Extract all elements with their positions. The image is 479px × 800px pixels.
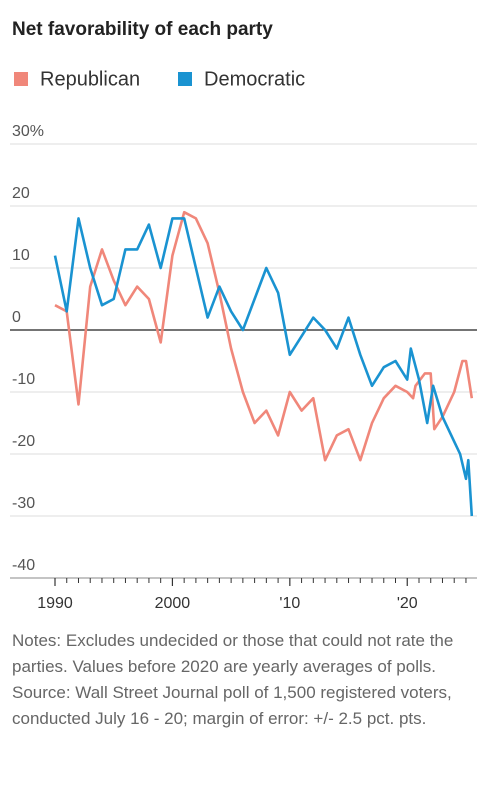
series-line [53,217,474,517]
x-tick-label: '20 [397,595,418,612]
x-tick-label: '10 [279,595,300,612]
y-tick-label: -40 [12,557,35,574]
chart-title: Net favorability of each party [12,19,273,40]
y-tick-label: -10 [12,371,35,388]
legend-swatch [178,72,192,86]
x-tick-label: 1990 [37,595,73,612]
source: Source: Wall Street Journal poll of 1,50… [12,683,452,728]
chart: Net favorability of each party Republica… [10,19,477,612]
y-tick-label: 30% [12,123,44,140]
x-tick-label: 2000 [155,595,191,612]
y-tick-label: 20 [12,185,30,202]
notes: Notes: Excludes undecided or those that … [12,628,472,732]
note: Notes: Excludes undecided or those that … [12,631,454,676]
y-tick-label: -20 [12,433,35,450]
legend-label: Republican [40,68,140,90]
legend-label: Democratic [204,68,305,90]
y-tick-label: 0 [12,309,21,326]
y-tick-label: -30 [12,495,35,512]
y-tick-label: 10 [12,247,30,264]
legend-swatch [14,72,28,86]
series-line [54,210,474,462]
